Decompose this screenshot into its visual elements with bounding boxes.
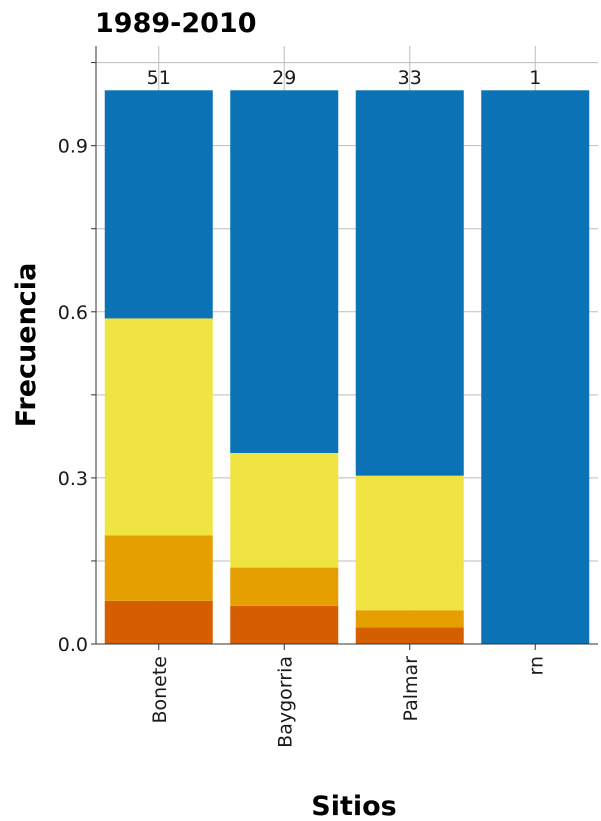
x-tick-labels: Bonete Baygorria Palmar rn [149,656,548,748]
bar-bonete-seg-2 [104,318,213,536]
count-label: 33 [398,67,422,89]
bar-palmar-seg-3 [355,90,464,476]
bar-baygorria-seg-2 [230,452,339,568]
count-labels: 51 29 33 1 [147,67,542,89]
x-axis-title: Sitios [311,791,396,821]
bar-rn-seg-3 [481,90,590,645]
x-tick-label: Palmar [400,656,422,722]
bar-baygorria-seg-1 [230,567,339,606]
y-axis-title: Frecuencia [11,263,42,428]
count-label: 51 [147,67,171,89]
x-tick-label: Bonete [149,656,171,724]
bar-palmar-seg-2 [355,475,464,611]
bar-bonete-seg-0 [104,600,213,644]
y-tick-labels: 0.0 0.3 0.6 0.9 [58,136,88,656]
chart-title: 1989-2010 [95,8,257,39]
y-tick-label: 0.0 [58,634,88,656]
x-tick-label: Baygorria [274,656,296,748]
x-tick-label: rn [525,656,547,676]
bar-palmar-seg-1 [355,610,464,628]
bar-bonete-seg-3 [104,90,213,319]
y-tick-label: 0.3 [58,468,88,490]
bars-layer [104,90,590,645]
bar-baygorria-seg-0 [230,605,339,644]
bar-palmar-seg-0 [355,627,464,644]
axis-layer [91,46,598,650]
count-label: 29 [272,67,296,89]
count-label: 1 [529,67,541,89]
y-tick-label: 0.9 [58,136,88,158]
bar-bonete-seg-1 [104,535,213,601]
y-tick-label: 0.6 [58,302,88,324]
bar-baygorria-seg-3 [230,90,339,453]
